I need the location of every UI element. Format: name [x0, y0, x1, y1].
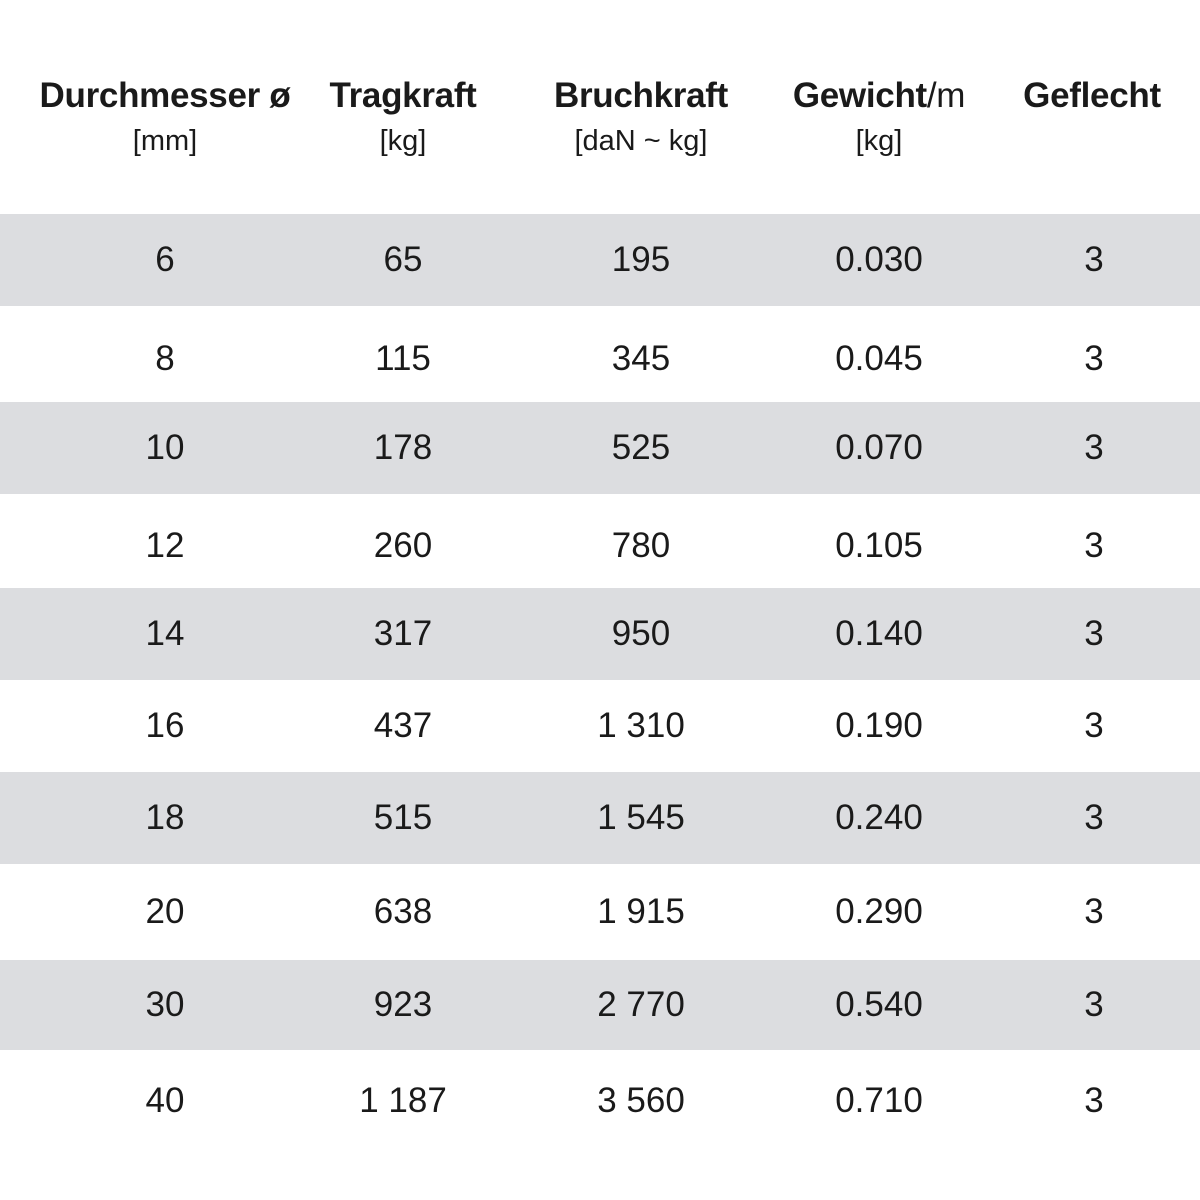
cell-load-capacity: 515 — [373, 798, 433, 837]
cell-weight: 0.240 — [835, 798, 923, 837]
cell-diameter: 20 — [145, 892, 185, 931]
cell-breaking-force: 2 770 — [597, 985, 685, 1024]
cell-load-capacity: 638 — [373, 892, 433, 931]
cell-diameter: 8 — [155, 339, 175, 378]
cell-breaking-force: 1 310 — [597, 706, 685, 745]
cell-diameter: 10 — [145, 428, 185, 467]
header-title-wrap: Gewicht/m — [792, 74, 966, 118]
cell-braid: 3 — [1084, 339, 1104, 378]
cell-braid: 3 — [1084, 892, 1104, 931]
cell-weight: 0.290 — [835, 892, 923, 931]
header-braid: Geflecht — [1023, 74, 1161, 118]
header-unit: [mm] — [132, 125, 198, 157]
header-unit: [kg] — [855, 125, 903, 157]
cell-braid: 3 — [1084, 706, 1104, 745]
cell-diameter: 14 — [145, 614, 185, 653]
cell-braid: 3 — [1084, 240, 1104, 279]
table-row: 14 317 950 0.140 3 — [0, 588, 1200, 680]
cell-breaking-force: 195 — [611, 240, 671, 279]
cell-load-capacity: 260 — [373, 526, 433, 565]
header-title: Tragkraft — [329, 76, 477, 115]
table-row: 40 1 187 3 560 0.710 3 — [0, 1056, 1200, 1146]
header-breaking-force: Bruchkraft [daN ~ kg] — [554, 74, 728, 161]
cell-breaking-force: 525 — [611, 428, 671, 467]
header-diameter: Durchmesser ø [mm] — [40, 74, 291, 161]
cell-load-capacity: 65 — [383, 240, 423, 279]
cell-weight: 0.710 — [835, 1081, 923, 1120]
header-title: Bruchkraft — [554, 76, 728, 115]
cell-load-capacity: 115 — [375, 339, 431, 378]
cell-load-capacity: 317 — [373, 614, 433, 653]
cell-weight: 0.045 — [835, 339, 923, 378]
header-weight-per-meter: Gewicht/m [kg] — [792, 74, 966, 161]
header-title: Geflecht — [1023, 76, 1161, 115]
cell-weight: 0.140 — [835, 614, 923, 653]
table-row: 10 178 525 0.070 3 — [0, 402, 1200, 494]
header-title: Gewicht — [792, 76, 927, 115]
table-row: 16 437 1 310 0.190 3 — [0, 680, 1200, 772]
cell-diameter: 30 — [145, 985, 185, 1024]
table-row: 20 638 1 915 0.290 3 — [0, 864, 1200, 960]
table-row: 12 260 780 0.105 3 — [0, 504, 1200, 588]
cell-braid: 3 — [1084, 428, 1104, 467]
table-row: 18 515 1 545 0.240 3 — [0, 772, 1200, 864]
table-row: 30 923 2 770 0.540 3 — [0, 960, 1200, 1050]
cell-breaking-force: 1 915 — [597, 892, 685, 931]
header-load-capacity: Tragkraft [kg] — [329, 74, 476, 161]
table-row: 6 65 195 0.030 3 — [0, 214, 1200, 306]
cell-load-capacity: 923 — [373, 985, 433, 1024]
header-unit: [daN ~ kg] — [574, 125, 708, 157]
cell-diameter: 18 — [145, 798, 185, 837]
cell-breaking-force: 780 — [611, 526, 671, 565]
cell-load-capacity: 437 — [373, 706, 433, 745]
cell-diameter: 12 — [145, 526, 185, 565]
cell-braid: 3 — [1084, 798, 1104, 837]
cell-weight: 0.070 — [835, 428, 923, 467]
cell-breaking-force: 345 — [611, 339, 671, 378]
cell-braid: 3 — [1084, 526, 1104, 565]
cell-breaking-force: 950 — [611, 614, 671, 653]
header-title-suffix: /m — [926, 76, 966, 115]
cell-weight: 0.190 — [835, 706, 923, 745]
cell-weight: 0.105 — [835, 526, 923, 565]
table-header: Durchmesser ø [mm] Tragkraft [kg] Bruchk… — [0, 0, 1200, 214]
table-row: 8 115 345 0.045 3 — [0, 316, 1200, 402]
cell-diameter: 40 — [145, 1081, 185, 1120]
cell-diameter: 16 — [145, 706, 185, 745]
cell-weight: 0.540 — [835, 985, 923, 1024]
cell-load-capacity: 1 187 — [359, 1081, 447, 1120]
cell-braid: 3 — [1084, 1081, 1104, 1120]
cell-breaking-force: 3 560 — [597, 1081, 685, 1120]
cell-braid: 3 — [1084, 614, 1104, 653]
cell-braid: 3 — [1084, 985, 1104, 1024]
cell-diameter: 6 — [155, 240, 175, 279]
cell-breaking-force: 1 545 — [597, 798, 685, 837]
cell-load-capacity: 178 — [373, 428, 433, 467]
header-unit: [kg] — [379, 125, 427, 157]
cell-weight: 0.030 — [835, 240, 923, 279]
header-title: Durchmesser ø — [39, 76, 291, 115]
